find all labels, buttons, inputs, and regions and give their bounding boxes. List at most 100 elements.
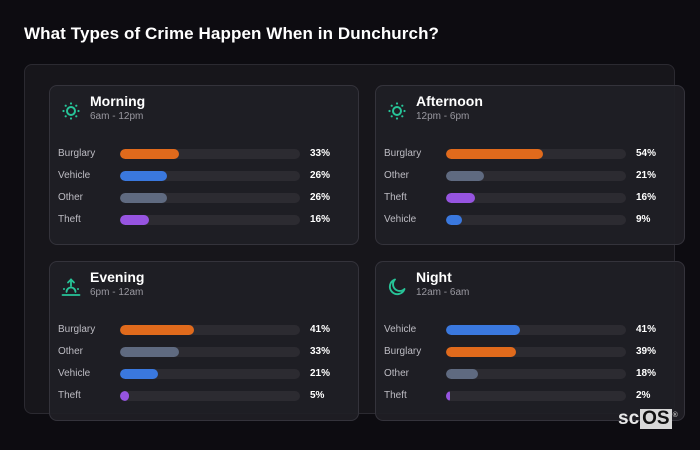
bar-track	[446, 149, 626, 159]
card-title: Afternoon	[416, 93, 483, 109]
bar-track	[120, 171, 300, 181]
bar-track	[120, 193, 300, 203]
crime-row: Other 18%	[376, 368, 684, 390]
bar-fill	[446, 325, 520, 335]
crime-type-label: Theft	[58, 214, 81, 225]
bar-fill	[120, 325, 194, 335]
bar-fill	[446, 171, 484, 181]
crime-row: Theft 5%	[50, 390, 358, 412]
crime-bar-list: Burglary 54% Other 21% Theft 16% Vehicle 9%	[376, 148, 684, 236]
bar-fill	[446, 347, 517, 357]
bar-fill	[120, 149, 180, 159]
crime-percentage: 21%	[310, 368, 331, 379]
bar-fill	[446, 369, 479, 379]
crime-row: Vehicle 26%	[50, 170, 358, 192]
crime-row: Other 33%	[50, 346, 358, 368]
bar-track	[120, 215, 300, 225]
crime-percentage: 16%	[636, 192, 657, 203]
crime-percentage: 26%	[310, 192, 331, 203]
crime-type-label: Vehicle	[58, 368, 91, 379]
crime-bar-list: Vehicle 41% Burglary 39% Other 18% Theft 2%	[376, 324, 684, 412]
crime-type-label: Vehicle	[58, 170, 91, 181]
sunset-icon	[61, 277, 81, 297]
card-evening: Evening 6pm - 12am Burglary 41% Other 33% Ve…	[49, 261, 359, 421]
crime-row: Vehicle 41%	[376, 324, 684, 346]
card-night: Night 12am - 6am Vehicle 41% Burglary 39% Ot…	[375, 261, 685, 421]
scos-logo: sc OS ®	[618, 409, 678, 429]
crime-type-label: Vehicle	[384, 214, 417, 225]
card-title: Evening	[90, 269, 145, 285]
page-title: What Types of Crime Happen When in Dunch…	[24, 24, 440, 43]
card-time-range: 12am - 6am	[416, 287, 470, 298]
crime-row: Vehicle 9%	[376, 214, 684, 236]
crime-type-label: Other	[384, 368, 410, 379]
crime-type-label: Other	[384, 170, 410, 181]
bar-fill	[120, 347, 180, 357]
crime-row: Burglary 39%	[376, 346, 684, 368]
card-title: Morning	[90, 93, 146, 109]
crime-row: Vehicle 21%	[50, 368, 358, 390]
sun-icon	[387, 101, 407, 121]
bar-track	[446, 171, 626, 181]
card-afternoon: Afternoon 12pm - 6pm Burglary 54% Other 21%…	[375, 85, 685, 245]
crime-type-label: Theft	[58, 390, 81, 401]
crime-type-label: Theft	[384, 192, 407, 203]
bar-fill	[120, 391, 129, 401]
moon-icon	[387, 277, 407, 297]
crime-row: Burglary 33%	[50, 148, 358, 170]
crime-type-label: Other	[58, 346, 84, 357]
crime-row: Theft 16%	[376, 192, 684, 214]
bar-track	[120, 347, 300, 357]
crime-percentage: 41%	[310, 324, 331, 335]
bar-fill	[120, 215, 149, 225]
crime-row: Other 26%	[50, 192, 358, 214]
crime-row: Burglary 54%	[376, 148, 684, 170]
logo-prefix: sc	[618, 408, 640, 429]
crime-type-label: Burglary	[384, 346, 422, 357]
crime-row: Theft 16%	[50, 214, 358, 236]
crime-row: Other 21%	[376, 170, 684, 192]
bar-track	[120, 391, 300, 401]
bar-fill	[120, 193, 167, 203]
card-title: Night	[416, 269, 452, 285]
bar-fill	[446, 193, 475, 203]
crime-percentage: 9%	[636, 214, 651, 225]
bar-track	[446, 325, 626, 335]
crime-type-label: Burglary	[58, 324, 96, 335]
bar-fill	[446, 215, 463, 225]
card-morning: Morning 6am - 12pm Burglary 33% Vehicle 26%…	[49, 85, 359, 245]
crime-type-label: Other	[58, 192, 84, 203]
crime-percentage: 39%	[636, 346, 657, 357]
crime-type-label: Burglary	[58, 148, 96, 159]
crime-percentage: 5%	[310, 390, 325, 401]
crime-percentage: 41%	[636, 324, 657, 335]
card-time-range: 6pm - 12am	[90, 287, 144, 298]
bar-track	[120, 149, 300, 159]
bar-fill	[120, 171, 167, 181]
sun-icon	[61, 101, 81, 121]
crime-bar-list: Burglary 33% Vehicle 26% Other 26% Theft 16%	[50, 148, 358, 236]
bar-track	[446, 193, 626, 203]
crime-type-label: Theft	[384, 390, 407, 401]
crime-percentage: 26%	[310, 170, 331, 181]
bar-track	[120, 325, 300, 335]
registered-mark: ®	[672, 412, 678, 419]
crime-type-label: Vehicle	[384, 324, 417, 335]
bar-track	[120, 369, 300, 379]
crime-row: Theft 2%	[376, 390, 684, 412]
card-time-range: 12pm - 6pm	[416, 111, 470, 122]
logo-suffix: OS	[640, 408, 672, 429]
bar-track	[446, 347, 626, 357]
crime-percentage: 16%	[310, 214, 331, 225]
crime-bar-list: Burglary 41% Other 33% Vehicle 21% Theft 5%	[50, 324, 358, 412]
bar-track	[446, 391, 626, 401]
crime-percentage: 21%	[636, 170, 657, 181]
card-time-range: 6am - 12pm	[90, 111, 144, 122]
crime-percentage: 18%	[636, 368, 657, 379]
crime-percentage: 2%	[636, 390, 651, 401]
crime-percentage: 54%	[636, 148, 657, 159]
bar-track	[446, 369, 626, 379]
crime-percentage: 33%	[310, 148, 331, 159]
crime-row: Burglary 41%	[50, 324, 358, 346]
crime-percentage: 33%	[310, 346, 331, 357]
